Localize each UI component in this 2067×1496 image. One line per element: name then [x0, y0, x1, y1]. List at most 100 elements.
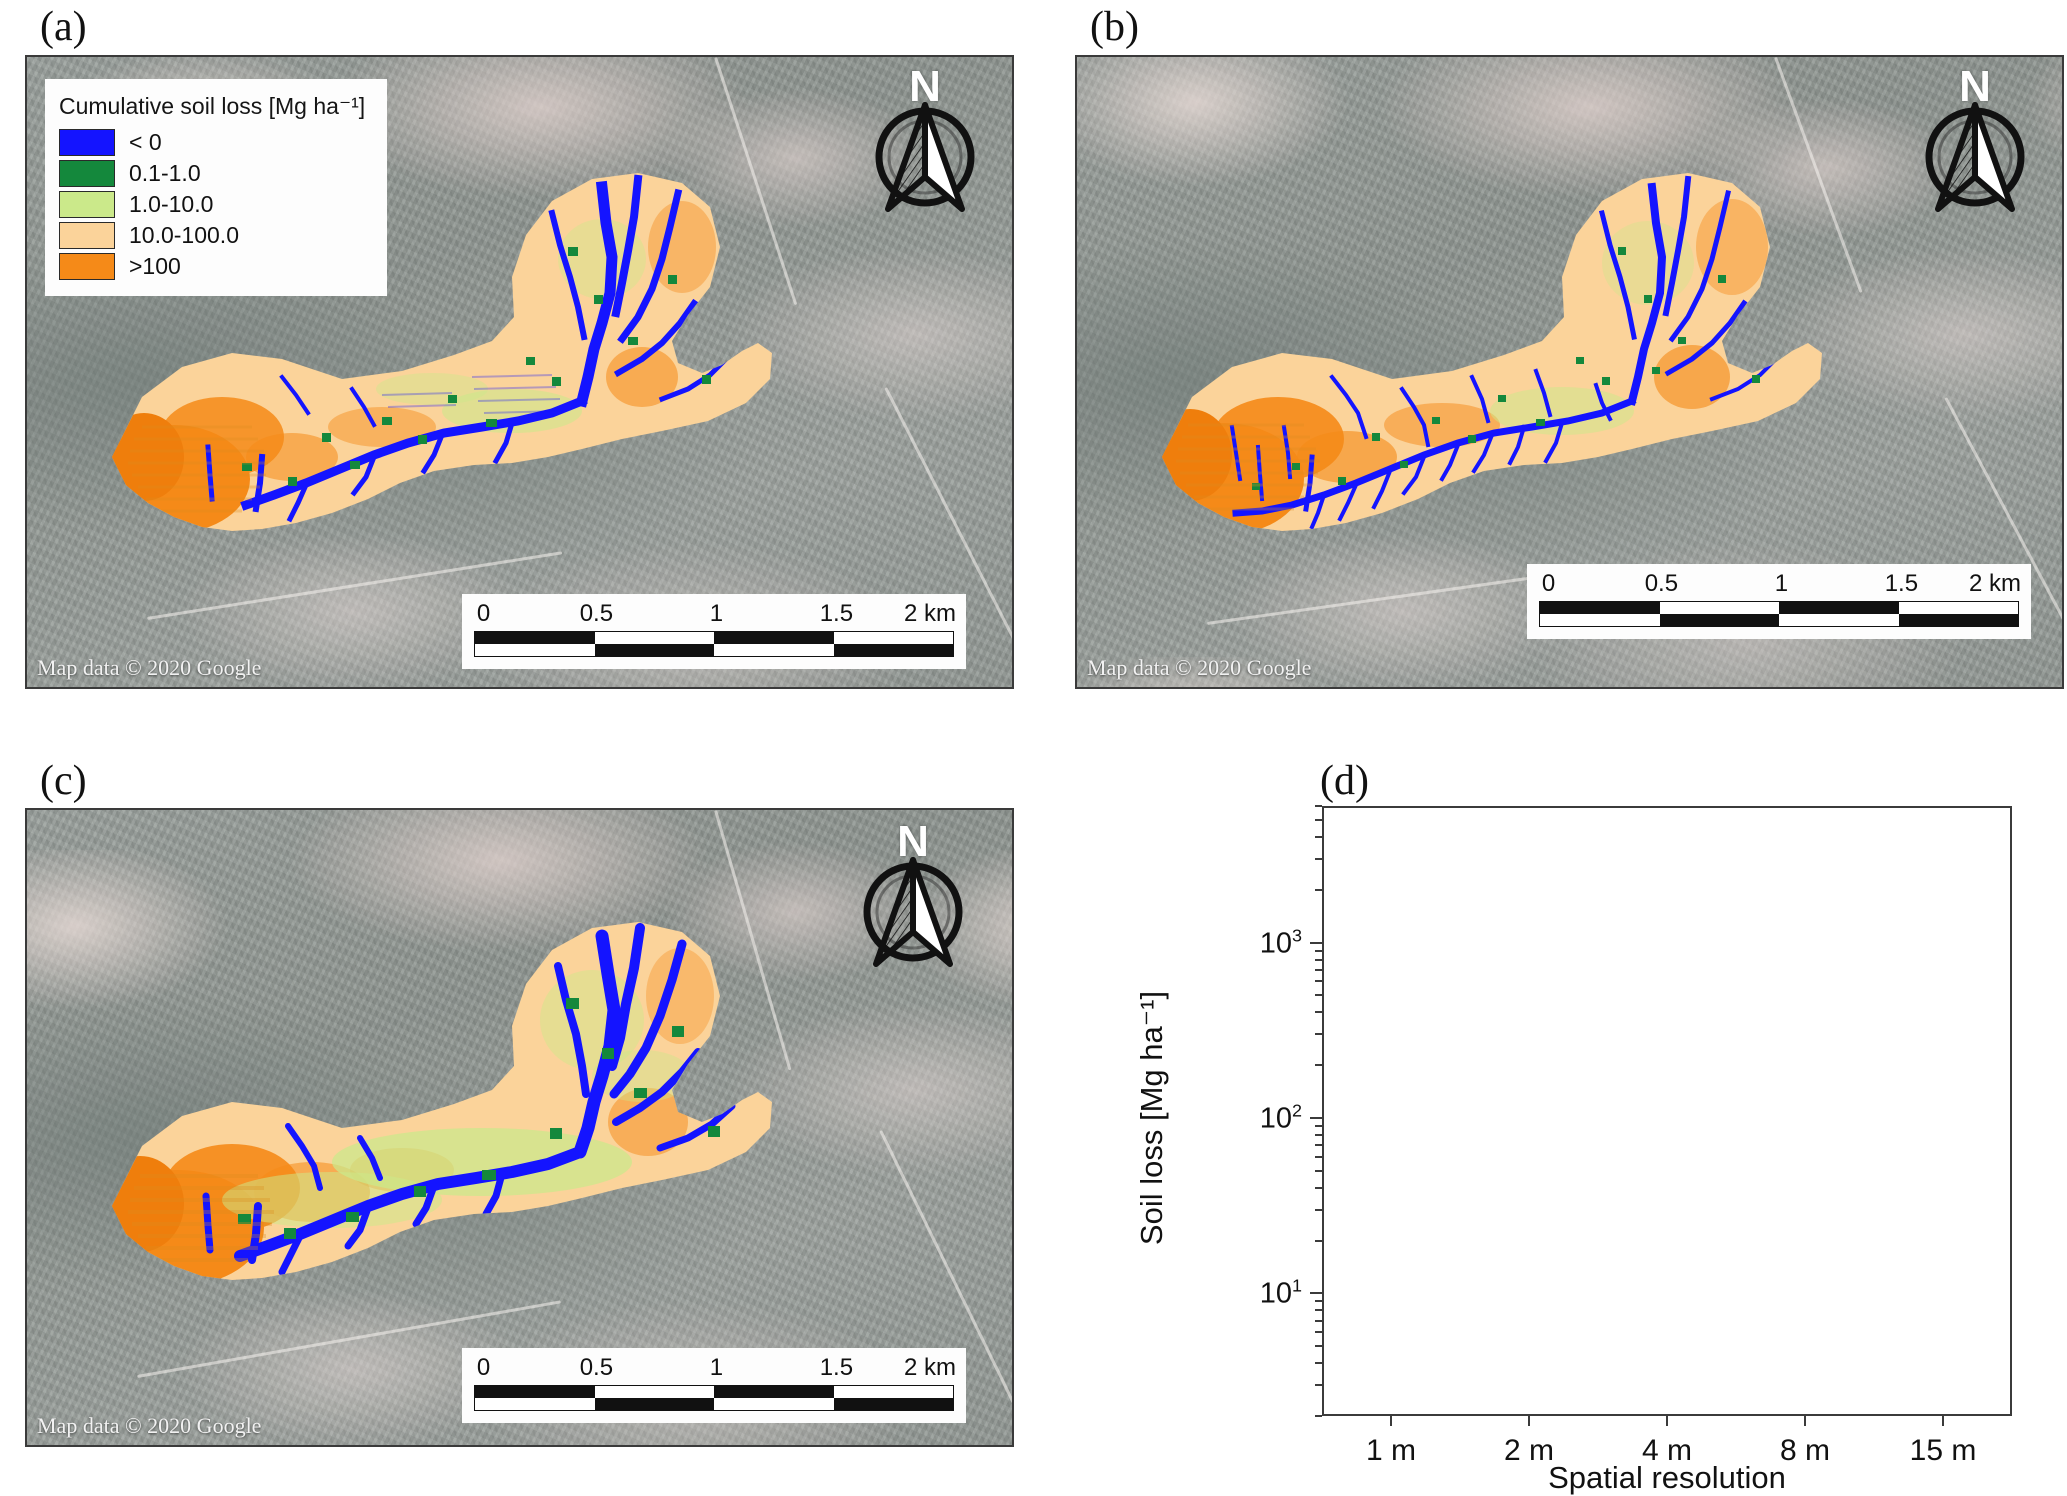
legend-label-10-100: 10.0-100.0 [129, 222, 239, 248]
boxplot-whisker [1666, 1177, 1668, 1237]
y-tick-minor [1315, 1133, 1322, 1136]
y-tick-major [1310, 1116, 1322, 1119]
north-arrow-letter: N [909, 62, 941, 111]
y-tick-minor [1315, 1169, 1322, 1172]
legend-swatch-gt100 [59, 253, 115, 280]
north-arrow-letter: N [897, 817, 929, 866]
legend-swatch-lt0 [59, 129, 115, 156]
boxplot-whisker-cap [1501, 1183, 1557, 1187]
boxplot-median [1903, 1268, 1983, 1272]
legend-swatch-10-100 [59, 222, 115, 249]
y-tick-minor [1315, 1331, 1322, 1334]
panel-d-label: (d) [1320, 758, 1369, 804]
y-tick-minor [1315, 1415, 1322, 1417]
x-tick [1942, 1416, 1944, 1426]
y-tick-minor [1315, 1124, 1322, 1127]
boxplot-box[interactable] [1489, 1246, 1569, 1356]
scale-tick-0: 0 [476, 600, 491, 627]
watershed-raster-c [112, 922, 772, 1280]
scale-tick-2km: 2 km [903, 600, 957, 627]
y-tick-minor [1315, 1239, 1322, 1242]
boxplot-whisker-cap [1639, 1176, 1695, 1180]
boxplot-whisker [1390, 1191, 1392, 1251]
map-attribution: Map data © 2020 Google [37, 1413, 262, 1438]
scale-tick-0: 0 [476, 1354, 491, 1381]
y-tick-minor [1315, 1011, 1322, 1014]
scale-bar: 0 0.5 1 1.5 2 km [1527, 564, 2031, 639]
x-tick-label-2m: 2 m [1503, 1434, 1555, 1467]
map-b[interactable]: N 0 0.5 1 1.5 2 km [1075, 55, 2064, 689]
map-attribution: Map data © 2020 Google [37, 655, 262, 680]
legend-label-1-10: 1.0-10.0 [129, 191, 214, 217]
scale-tick-15: 1.5 [819, 600, 854, 627]
boxplot-whisker [1390, 1382, 1392, 1406]
legend-row: 0.1-1.0 [59, 158, 365, 189]
boxplot-fliers [1661, 941, 1673, 1178]
y-tick-minor [1315, 1155, 1322, 1158]
y-tick-minor [1315, 1362, 1322, 1365]
boxplot-whisker-cap [1777, 1172, 1833, 1176]
north-arrow-icon [863, 857, 963, 967]
y-tick-minor [1315, 1208, 1322, 1211]
boxplot-fliers [1799, 974, 1811, 1174]
x-tick-label-1m: 1 m [1365, 1434, 1417, 1467]
x-tick-label-8m: 8 m [1779, 1434, 1831, 1467]
watershed-raster-b [1162, 173, 1822, 531]
y-tick-label: 102 [1259, 1100, 1302, 1135]
boxplot-outlier-point [1522, 839, 1536, 858]
boxplot-median [1627, 1283, 1707, 1287]
boxplot-box[interactable] [1351, 1250, 1431, 1383]
y-tick-minor [1315, 980, 1322, 983]
legend-title: Cumulative soil loss [Mg ha⁻¹] [59, 93, 366, 119]
north-arrow-icon [1925, 102, 2025, 212]
map-c[interactable]: N 0 0.5 1 1.5 2 km [25, 808, 1014, 1447]
boxplot-whisker-cap [1915, 1166, 1971, 1170]
north-arrow: N [854, 820, 972, 974]
scale-tick-2km: 2 km [1968, 570, 2022, 597]
boxplot-whisker-cap [1363, 1190, 1419, 1194]
boxplot-box[interactable] [1903, 1223, 1983, 1324]
y-tick-minor [1315, 1300, 1322, 1303]
north-arrow: N [866, 65, 984, 219]
boxplot-median [1489, 1290, 1569, 1294]
y-tick-minor [1315, 994, 1322, 997]
legend-swatch-1-10 [59, 191, 115, 218]
y-tick-minor [1315, 857, 1322, 860]
legend-swatch-01-1 [59, 160, 115, 187]
y-tick-minor [1315, 1384, 1322, 1387]
boxplot-whisker-cap [1777, 1370, 1833, 1374]
boxplot-whisker [1528, 1184, 1530, 1247]
legend-label-01-1: 0.1-1.0 [129, 160, 201, 186]
boxplot-median [1765, 1279, 1845, 1283]
boxplot-whisker-cap [1363, 1404, 1419, 1408]
scale-tick-05: 0.5 [579, 600, 614, 627]
boxplot-fliers [1385, 842, 1397, 1192]
boxplot-box[interactable] [1627, 1236, 1707, 1341]
map-a[interactable]: Cumulative soil loss [Mg ha⁻¹] < 0 0.1-1… [25, 55, 1014, 689]
scale-tick-05: 0.5 [1644, 570, 1679, 597]
y-tick-minor [1315, 958, 1322, 961]
north-arrow: N [1916, 65, 2034, 219]
boxplot-fliers [1937, 970, 1949, 1168]
panel-b-label: (b) [1090, 4, 1139, 50]
y-tick-minor [1315, 1345, 1322, 1348]
legend-row: < 0 [59, 127, 365, 158]
y-tick-major [1310, 941, 1322, 944]
legend-row: 10.0-100.0 [59, 220, 365, 251]
scale-tick-05: 0.5 [579, 1354, 614, 1381]
x-tick [1528, 1416, 1530, 1426]
y-tick-minor [1315, 1319, 1322, 1322]
scale-tick-15: 1.5 [1884, 570, 1919, 597]
boxplot-whisker-cap [1915, 1366, 1971, 1370]
y-tick-minor [1315, 1033, 1322, 1036]
boxplot-whisker-cap [1501, 1395, 1557, 1398]
scale-bar-graphic [474, 631, 954, 657]
y-tick-minor [1315, 1309, 1322, 1312]
scale-tick-15: 1.5 [819, 1354, 854, 1381]
north-arrow-letter: N [1959, 62, 1991, 111]
boxplot-whisker [1942, 1323, 1944, 1368]
soil-loss-overlay-c [82, 870, 912, 1380]
legend-label-lt0: < 0 [129, 129, 162, 155]
legend-label-gt100: >100 [129, 253, 181, 279]
x-tick [1666, 1416, 1668, 1426]
